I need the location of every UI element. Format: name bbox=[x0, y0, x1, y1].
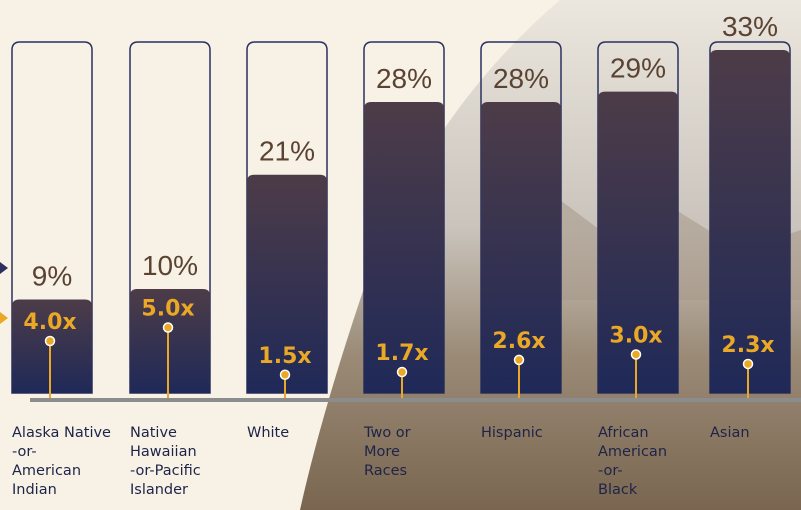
category-label: Black bbox=[598, 482, 638, 498]
multiplier-label: 3.0x bbox=[609, 324, 662, 349]
multiplier-label: 5.0x bbox=[141, 297, 194, 322]
category-label: Two or bbox=[363, 425, 411, 441]
value-label: 33% bbox=[722, 11, 778, 42]
value-label: 28% bbox=[376, 63, 432, 94]
lollipop-dot bbox=[281, 370, 290, 379]
lollipop-dot bbox=[744, 359, 753, 368]
lollipop-dot bbox=[632, 350, 641, 359]
lollipop-dot bbox=[164, 323, 173, 332]
category-label: Hispanic bbox=[481, 425, 543, 441]
multiplier-label: 2.6x bbox=[492, 329, 545, 354]
category-label: Islander bbox=[130, 482, 188, 498]
multiplier-label: 1.7x bbox=[375, 341, 428, 366]
multiplier-label: 1.5x bbox=[258, 344, 311, 369]
category-label: American bbox=[598, 444, 667, 460]
category-label: Hawaiian bbox=[130, 444, 197, 460]
lollipop-dot bbox=[46, 337, 55, 346]
category-label: -or- bbox=[12, 444, 37, 460]
category-label: Asian bbox=[710, 425, 750, 441]
baseline bbox=[30, 398, 801, 402]
multiplier-label: 2.3x bbox=[721, 333, 774, 358]
chart: 9% 4.0x Alaska Native -or- American Indian 10%… bbox=[0, 0, 801, 510]
value-label: 29% bbox=[610, 53, 666, 84]
lollipop-dot bbox=[515, 355, 524, 364]
category-label: Indian bbox=[12, 482, 57, 498]
value-label: 28% bbox=[493, 63, 549, 94]
value-label: 9% bbox=[32, 260, 72, 291]
multiplier-label: 4.0x bbox=[23, 310, 76, 335]
category-label: -or-Pacific bbox=[130, 463, 201, 479]
value-label: 10% bbox=[142, 250, 198, 281]
category-label: American bbox=[12, 463, 81, 479]
category-label: Native bbox=[130, 425, 177, 441]
category-label: -or- bbox=[598, 463, 623, 479]
category-label: More bbox=[364, 444, 400, 460]
category-label: African bbox=[598, 425, 649, 441]
category-label: Races bbox=[364, 463, 407, 479]
category-label: White bbox=[247, 425, 289, 441]
lollipop-dot bbox=[398, 368, 407, 377]
category-label: Alaska Native bbox=[12, 425, 111, 441]
value-label: 21% bbox=[259, 136, 315, 167]
